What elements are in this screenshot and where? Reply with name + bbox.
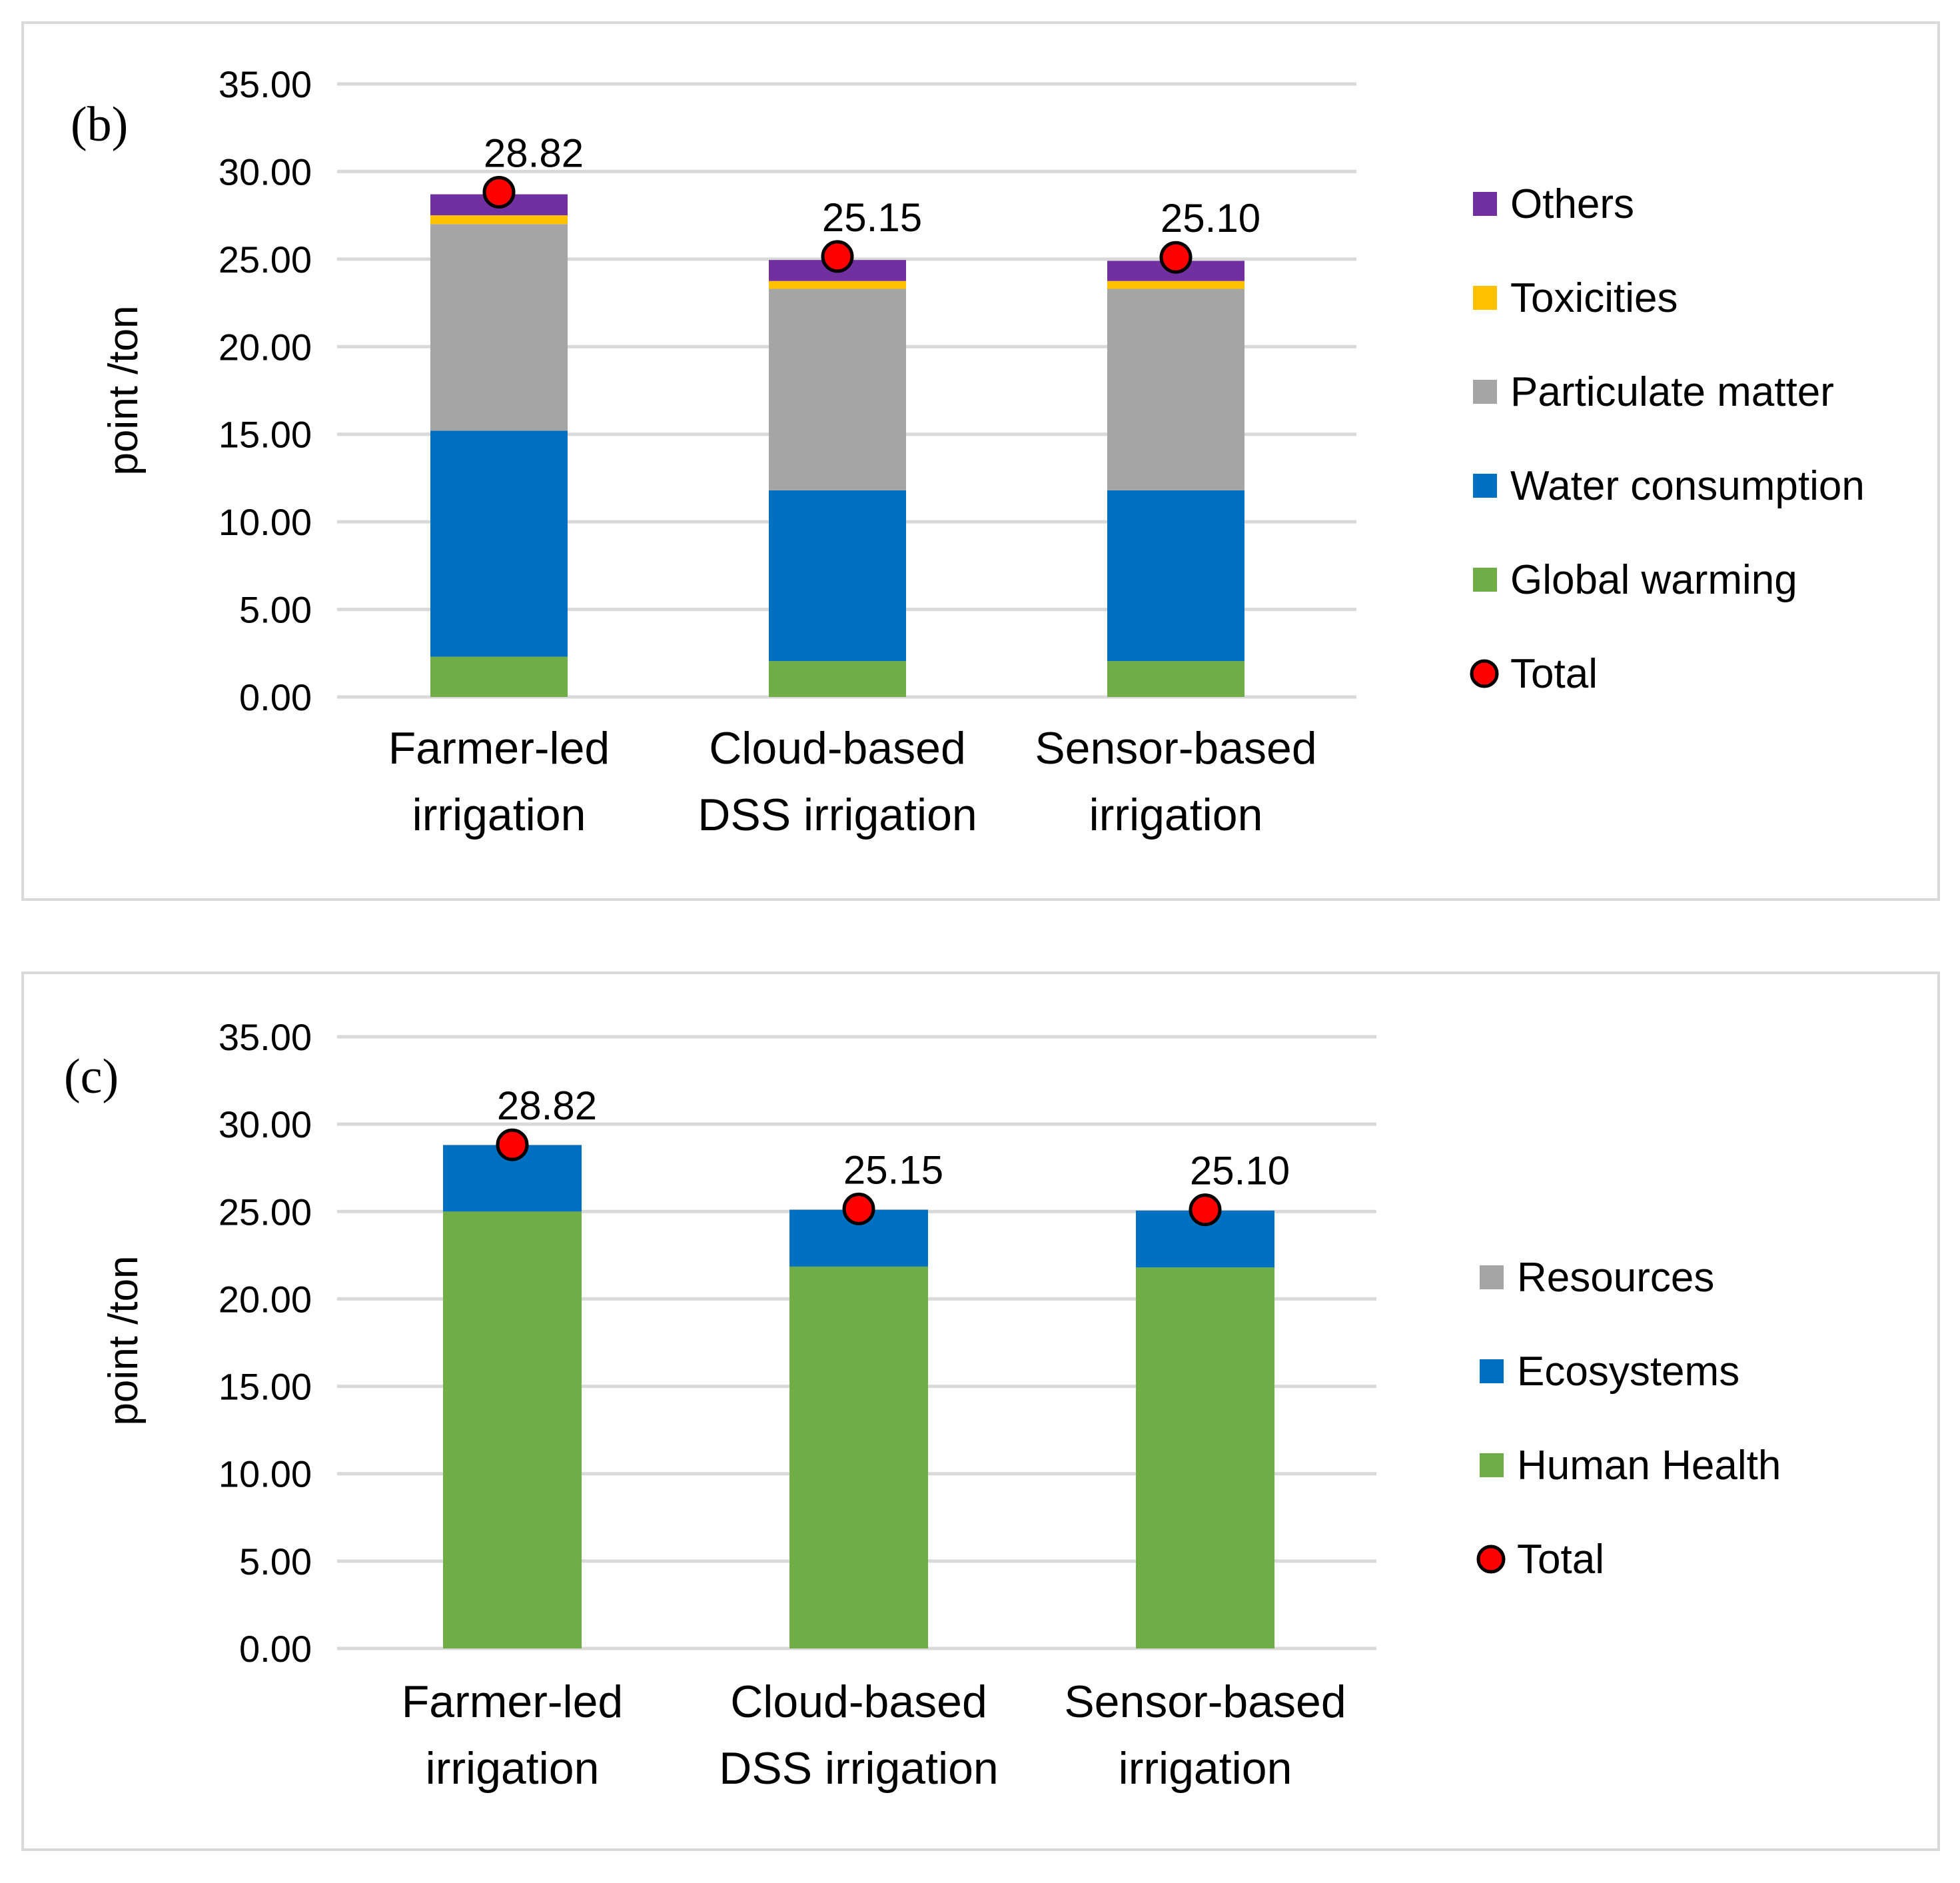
bar-segment-toxicities (769, 281, 906, 289)
y-tick-label: 10.00 (219, 1453, 312, 1495)
bar-segment-human-health (443, 1211, 582, 1648)
total-data-label: 25.10 (1190, 1149, 1290, 1193)
x-category-label: Sensor-based (1035, 723, 1316, 774)
x-category-label: Farmer-led (388, 723, 610, 774)
bar-segment-human-health (1136, 1267, 1274, 1648)
total-data-label: 25.10 (1161, 196, 1260, 241)
total-marker (1189, 1193, 1222, 1227)
legend-label: Global warming (1510, 557, 1797, 603)
y-tick-label: 15.00 (219, 414, 312, 456)
total-marker (482, 175, 516, 209)
legend-marker-total (1476, 1545, 1506, 1574)
legend-swatch-water-consumption (1473, 474, 1497, 498)
total-data-label: 25.15 (822, 195, 922, 240)
bar-segment-global-warming (1107, 661, 1244, 697)
y-tick-label: 30.00 (219, 1103, 312, 1145)
y-tick-label: 30.00 (219, 151, 312, 193)
chart-panel-b: (b) 0.00 5.00 10.00 15.00 20.00 25.00 30.00 35.0… (21, 21, 1940, 901)
legend-swatch-global-warming (1473, 568, 1497, 592)
x-category-label: irrigation (426, 1743, 600, 1794)
x-category-label: DSS irrigation (719, 1743, 999, 1794)
y-tick-label: 35.00 (219, 63, 312, 105)
bar-segment-particulate-matter (430, 224, 568, 431)
bar-segment-water-consumption (769, 490, 906, 662)
bar-segment-toxicities (430, 215, 568, 225)
bar-segment-water-consumption (430, 430, 568, 657)
total-marker (1159, 241, 1193, 274)
y-axis-label: point /ton (101, 305, 147, 475)
legend-swatch-particulate-matter (1473, 380, 1497, 404)
legend-label: Ecosystems (1517, 1349, 1739, 1395)
panel-label: (c) (64, 1049, 119, 1104)
y-tick-label: 0.00 (239, 1628, 312, 1670)
legend-swatch-toxicities (1473, 286, 1497, 310)
bar-segment-global-warming (769, 661, 906, 697)
legend-label: Resources (1517, 1255, 1714, 1301)
legend-label: Human Health (1517, 1443, 1781, 1489)
bar-segment-human-health (789, 1266, 928, 1648)
x-category-label: DSS irrigation (698, 790, 977, 840)
panel-label: (b) (71, 97, 128, 152)
total-data-label: 25.15 (843, 1147, 943, 1192)
y-tick-label: 20.00 (219, 1278, 312, 1320)
bar-segment-particulate-matter (1107, 289, 1244, 490)
bar-segment-particulate-matter (769, 289, 906, 490)
total-marker (496, 1128, 529, 1161)
y-tick-label: 5.00 (239, 589, 312, 631)
legend-label: Toxicities (1510, 275, 1678, 321)
legend-label: Particulate matter (1510, 369, 1834, 415)
chart-b-svg: (b) 0.00 5.00 10.00 15.00 20.00 25.00 30.00 35.0… (71, 63, 1865, 840)
x-category-label: Sensor-based (1064, 1676, 1346, 1727)
bar-segment-water-consumption (1107, 490, 1244, 662)
y-tick-label: 35.00 (219, 1016, 312, 1058)
chart-panel-c: (c) 0.00 5.00 10.00 15.00 20.00 25.00 30.00 35.0… (21, 971, 1940, 1851)
legend-marker-total (1470, 659, 1499, 688)
y-tick-label: 25.00 (219, 239, 312, 281)
y-tick-label: 20.00 (219, 326, 312, 368)
x-category-label: Cloud-based (730, 1676, 987, 1727)
y-tick-label: 0.00 (239, 676, 312, 718)
x-category-label: irrigation (412, 790, 586, 840)
legend-label: Total (1510, 651, 1598, 697)
bar-segment-toxicities (1107, 281, 1244, 289)
bar-segment-global-warming (430, 656, 568, 697)
total-data-label: 28.82 (484, 131, 584, 175)
total-marker (821, 240, 854, 273)
total-data-label: 28.82 (497, 1083, 597, 1128)
legend-swatch-human-health (1480, 1453, 1504, 1477)
total-marker (842, 1192, 875, 1225)
chart-c-svg: (c) 0.00 5.00 10.00 15.00 20.00 25.00 30.00 35.0… (64, 1016, 1781, 1794)
legend-label: Others (1510, 181, 1634, 227)
x-category-label: irrigation (1119, 1743, 1292, 1794)
legend-swatch-resources (1480, 1265, 1504, 1289)
x-category-label: Cloud-based (709, 723, 966, 774)
y-tick-label: 10.00 (219, 501, 312, 543)
legend-swatch-ecosystems (1480, 1359, 1504, 1383)
y-tick-label: 25.00 (219, 1191, 312, 1233)
x-category-label: Farmer-led (402, 1676, 624, 1727)
legend-swatch-others (1473, 192, 1497, 216)
legend-label: Total (1517, 1537, 1604, 1582)
y-tick-label: 5.00 (239, 1541, 312, 1582)
y-axis-label: point /ton (101, 1255, 147, 1425)
x-category-label: irrigation (1089, 790, 1263, 840)
legend-label: Water consumption (1510, 463, 1865, 509)
y-tick-label: 15.00 (219, 1366, 312, 1408)
